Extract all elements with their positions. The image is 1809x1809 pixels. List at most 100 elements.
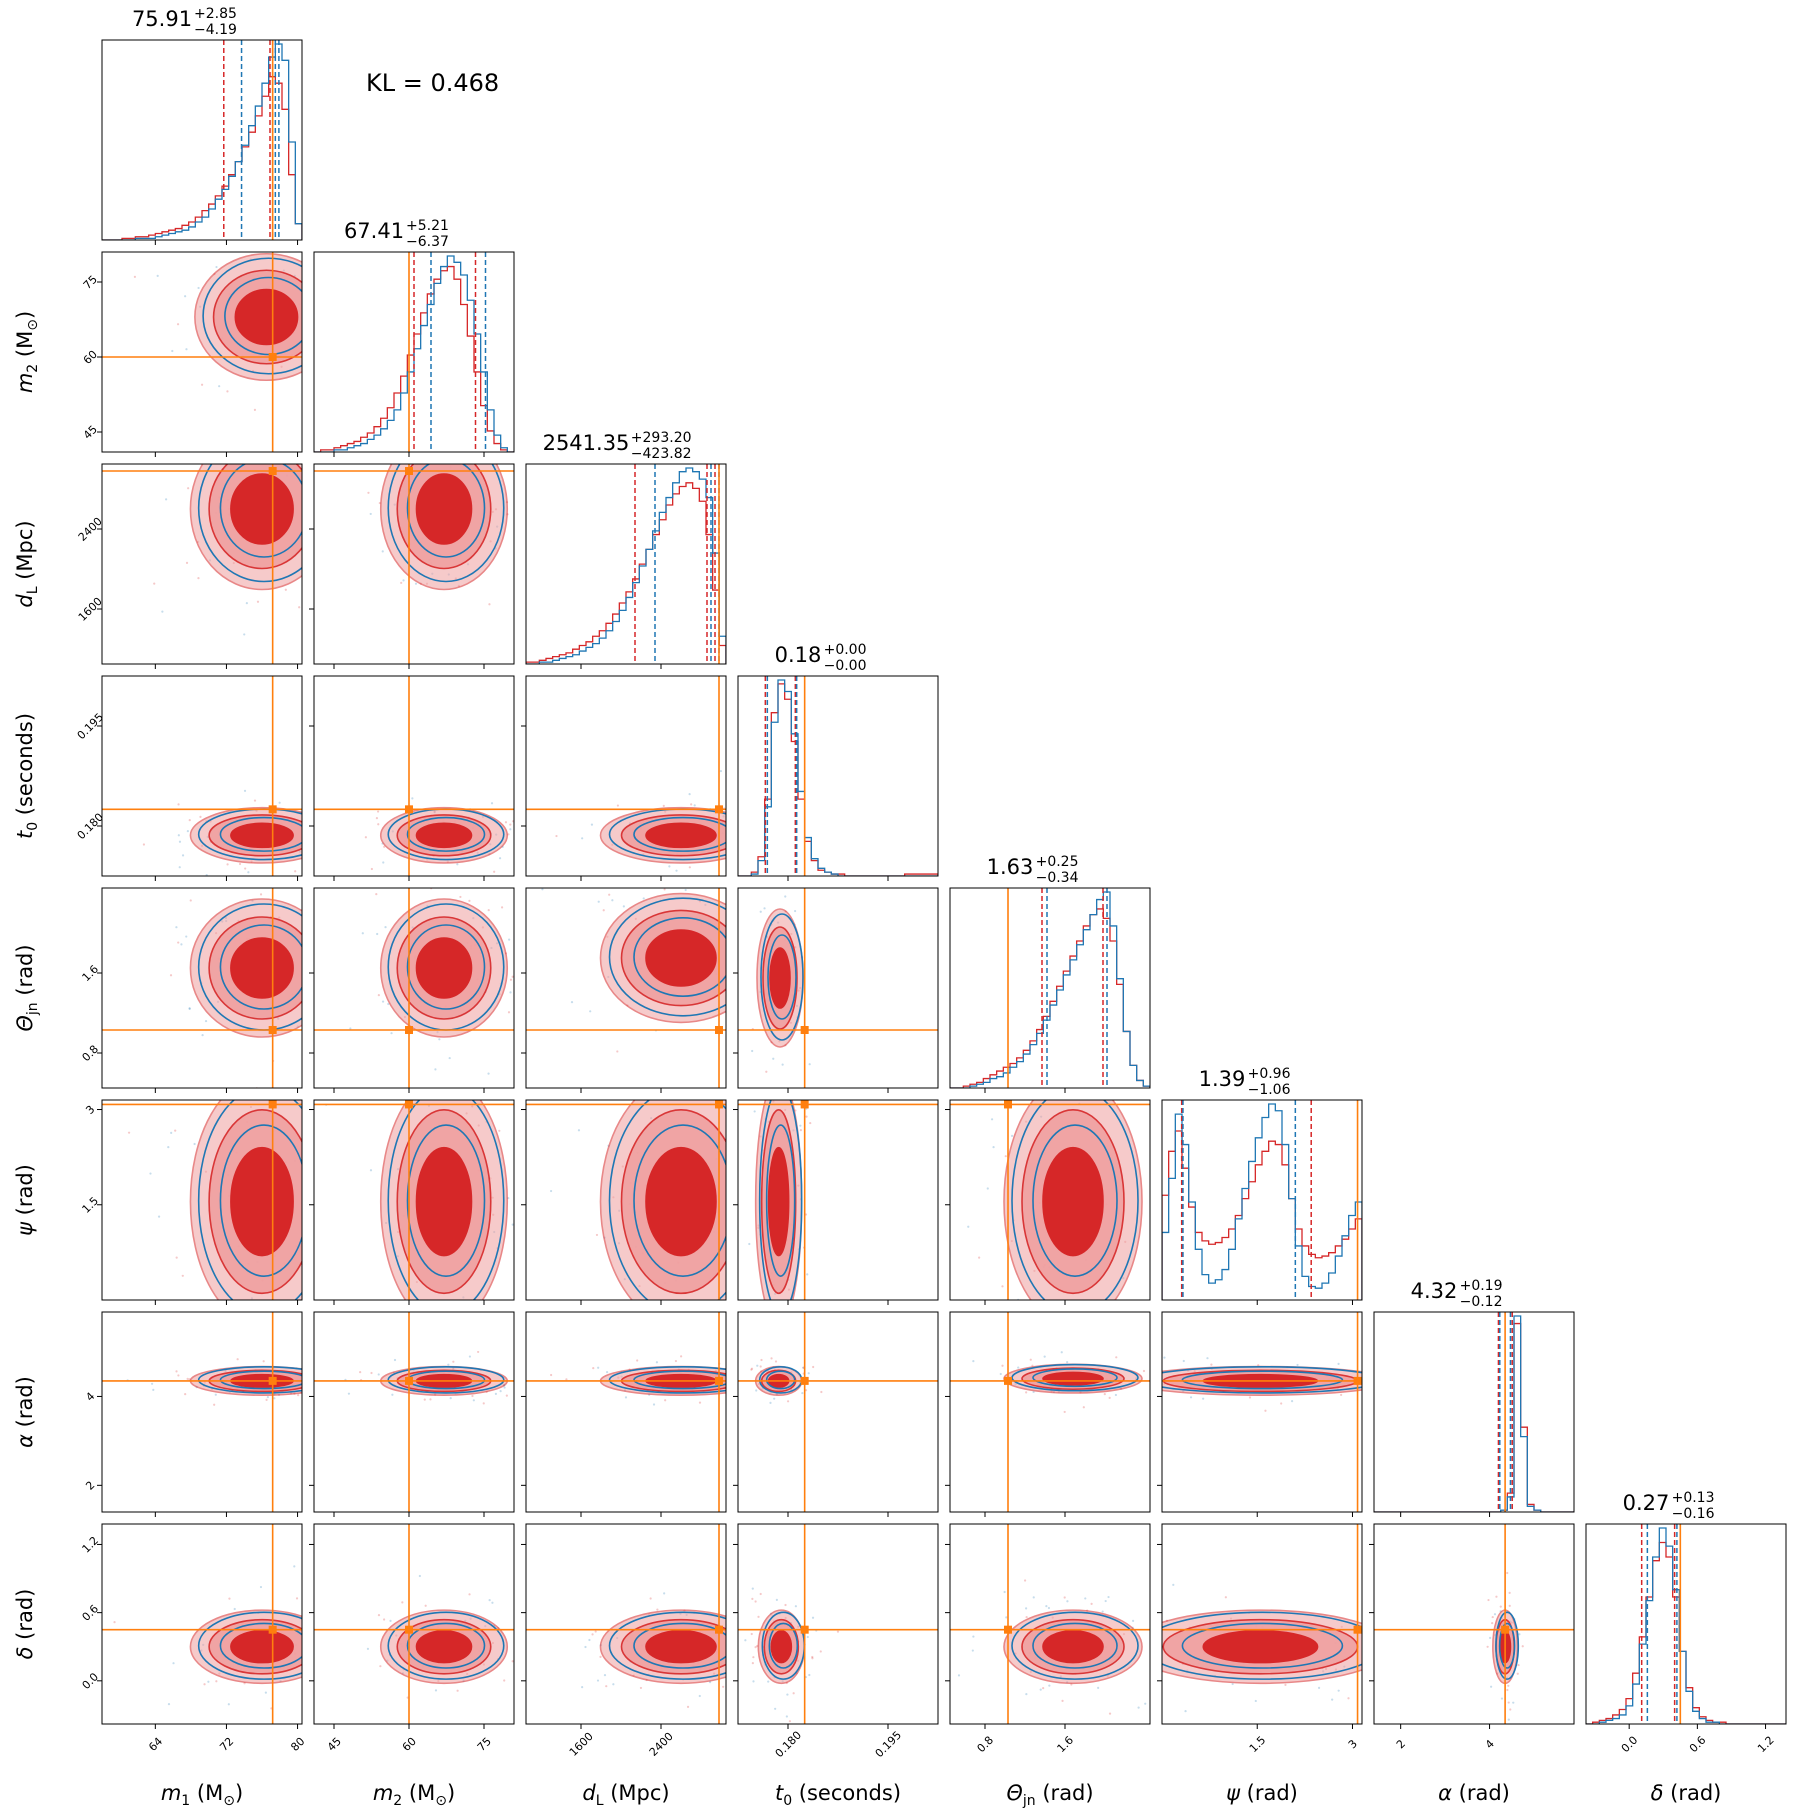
scatter-dot (250, 433, 252, 435)
x-tick-label-delta: 0.0 (1619, 1734, 1641, 1756)
scatter-dot (744, 1138, 746, 1140)
x-tick-label-m2: 60 (400, 1735, 419, 1754)
scatter-dot (1045, 1358, 1047, 1360)
scatter-dot (227, 1703, 230, 1706)
contour-fill-2 (645, 929, 717, 987)
scatter-dot (807, 1372, 810, 1375)
scatter-dot (994, 1373, 996, 1375)
scatter-dot (307, 261, 309, 263)
scatter-dot (540, 1263, 542, 1265)
axis-label-sub: L (25, 586, 41, 594)
scatter-dot (307, 348, 309, 350)
scatter-dot (786, 1693, 789, 1696)
scatter-dot (731, 1362, 733, 1364)
scatter-dot (481, 439, 483, 441)
axis-label-var: α (13, 1434, 37, 1448)
scatter-dot (243, 633, 246, 636)
scatter-dot (744, 1639, 747, 1642)
scatter-dot (150, 1382, 154, 1385)
scatter-dot (321, 824, 323, 826)
scatter-dot (280, 453, 282, 455)
scatter-dot (549, 1189, 553, 1193)
scatter-dot (328, 516, 330, 518)
scatter-dot (390, 1032, 393, 1035)
scatter-dot (1155, 1386, 1157, 1388)
scatter-dot (595, 1233, 599, 1237)
panel-delta-vs-m2: 45 60 75 (309, 1523, 528, 1754)
panel-content (526, 868, 735, 1088)
scatter-dot (784, 1603, 787, 1607)
contour-blue-1 (633, 1124, 726, 1277)
contour-blue-1 (765, 1370, 796, 1390)
panel-psi-vs-theta_jn (945, 1099, 1151, 1375)
scatter-dot (382, 861, 385, 864)
scatter-dot (203, 1683, 206, 1686)
axis-label-unit-end: ) (13, 311, 37, 319)
kl-divergence-label: KL = 0.468 (366, 69, 499, 97)
panel-content (950, 1100, 1150, 1375)
scatter-dot (751, 1049, 754, 1053)
scatter-dot (616, 804, 620, 807)
panel-frame (313, 1523, 515, 1725)
y-axis-label-dL: dL (Mpc) (13, 520, 41, 607)
scatter-dot (729, 825, 731, 827)
scatter-dot (1331, 1698, 1334, 1701)
contour-blue-0 (197, 1100, 302, 1300)
scatter-dot (1264, 1409, 1267, 1412)
axis-label-sub: 1 (181, 1793, 190, 1809)
scatter-dot (597, 1366, 600, 1369)
scatter-dot (809, 829, 811, 831)
panel-theta_jn-vs-m1: 0.8 1.6 (80, 887, 321, 1093)
scatter-dot (258, 233, 260, 235)
scatter-dot (319, 992, 321, 994)
scatter-dot (1060, 1318, 1062, 1320)
histogram-blue-theta_jn (950, 891, 1150, 1088)
truth-marker (405, 1625, 413, 1634)
scatter-dot (167, 1145, 170, 1149)
scatter-dot (733, 836, 735, 838)
scatter-dot (669, 1078, 671, 1080)
scatter-dot (318, 478, 320, 480)
scatter-dot (261, 1057, 263, 1059)
scatter-dot (999, 1372, 1002, 1376)
y-axis-label-delta: δ (rad) (13, 1589, 37, 1660)
truth-marker (800, 1026, 809, 1034)
scatter-dot (445, 444, 447, 446)
axis-label-sub: 2 (25, 364, 41, 373)
scatter-dot (526, 1621, 528, 1623)
scatter-dot (375, 817, 379, 820)
panel-content (526, 1053, 746, 1300)
scatter-dot (1047, 1606, 1051, 1610)
y-tick-label-m2: 75 (81, 273, 100, 292)
scatter-dot (358, 421, 360, 423)
scatter-dot (306, 932, 308, 934)
axis-label-var: m (373, 1781, 393, 1805)
scatter-dot (597, 868, 599, 870)
scatter-dot (817, 801, 819, 803)
scatter-dot (588, 1638, 591, 1642)
scatter-dot (422, 1302, 424, 1304)
scatter-dot (1517, 1663, 1520, 1667)
axis-label-sub: 2 (393, 1793, 402, 1809)
panel-psi-vs-t0 (733, 1099, 939, 1305)
scatter-dot (705, 1053, 707, 1055)
scatter-dot (175, 926, 178, 929)
scatter-dot (801, 1391, 804, 1395)
scatter-dot (1008, 1301, 1010, 1303)
y-tick-label-theta_jn: 1.6 (80, 963, 102, 985)
contour-blue-1 (219, 816, 302, 852)
scatter-dot (733, 963, 735, 965)
scatter-dot (794, 1605, 797, 1608)
scatter-dot (338, 1215, 340, 1217)
scatter-dot (377, 1614, 381, 1617)
scatter-dot (808, 1673, 811, 1677)
scatter-dot (759, 1365, 762, 1368)
scatter-dot (320, 823, 322, 825)
scatter-dot (1224, 1596, 1227, 1599)
contour-blue-1 (1181, 1370, 1344, 1390)
truth-marker (1353, 1625, 1362, 1634)
scatter-dot (750, 1632, 753, 1636)
scatter-dot (990, 1118, 994, 1121)
scatter-dot (369, 512, 372, 516)
